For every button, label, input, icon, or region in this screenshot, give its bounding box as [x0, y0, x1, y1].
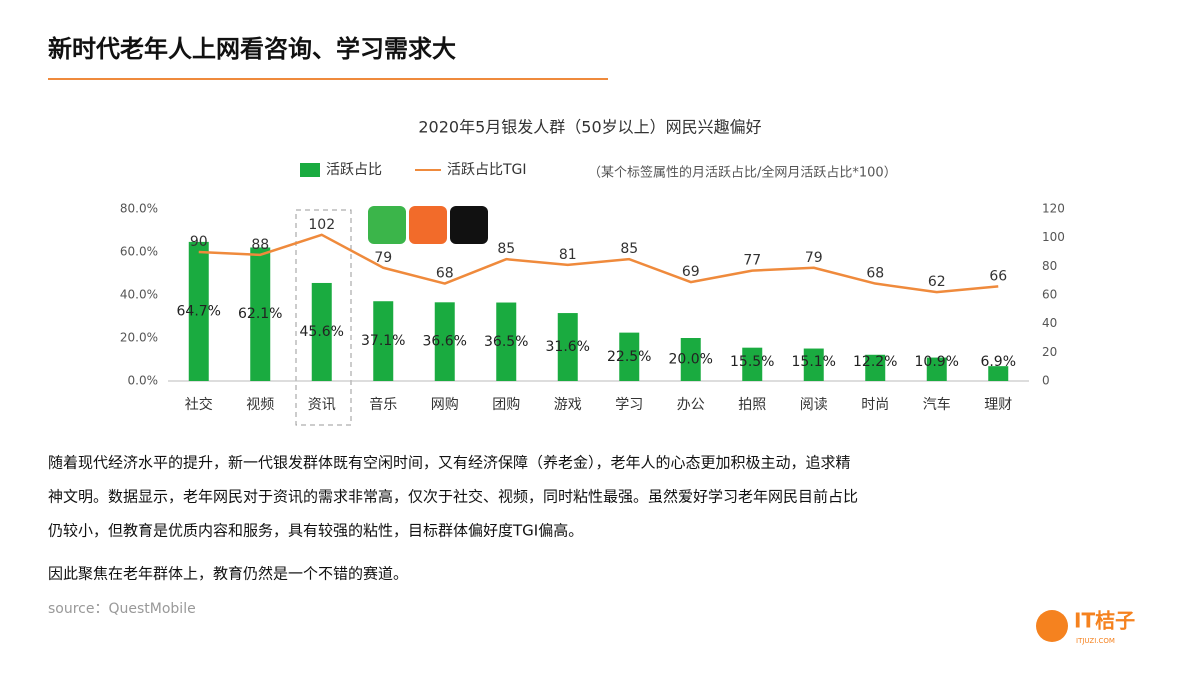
- x-tick-label: 办公: [677, 397, 705, 413]
- legend-label: 活跃占比TGI: [447, 162, 527, 178]
- x-tick-label: 团购: [492, 397, 520, 413]
- bar-value-label: 64.7%: [177, 303, 221, 319]
- line-value-label: 66: [989, 268, 1007, 284]
- x-tick-label: 汽车: [923, 396, 951, 413]
- legend-label: 活跃占比: [326, 162, 382, 178]
- wechat-icon: [368, 206, 406, 244]
- bar-value-label: 15.5%: [730, 354, 774, 370]
- bar-value-label: 6.9%: [980, 354, 1016, 370]
- bar-value-label: 20.0%: [669, 352, 713, 368]
- line-value-label: 62: [928, 274, 946, 290]
- bar-value-label: 12.2%: [853, 354, 897, 370]
- y2-tick-label: 100: [1042, 230, 1065, 244]
- bar: [926, 357, 947, 381]
- y2-tick-label: 60: [1042, 288, 1057, 302]
- kuaishou-icon: [409, 206, 447, 244]
- bar-value-label: 62.1%: [238, 306, 282, 322]
- bar-value-label: 31.6%: [546, 339, 590, 355]
- y2-tick-label: 80: [1042, 259, 1057, 273]
- body-text: 神文明。数据显示，老年网民对于资讯的需求非常高，仅次于社交、视频，同时粘性最强。…: [48, 488, 858, 506]
- douyin-icon: [450, 206, 488, 244]
- line-value-label: 102: [308, 217, 335, 233]
- line-value-label: 88: [251, 237, 269, 253]
- x-tick-label: 阅读: [800, 396, 828, 413]
- bar: [188, 241, 209, 381]
- bar-value-label: 15.1%: [792, 354, 836, 370]
- line-value-label: 90: [190, 234, 208, 250]
- y-tick-label: 20.0%: [120, 331, 158, 345]
- bar: [496, 302, 517, 381]
- chart-title: 2020年5月银发人群（50岁以上）网民兴趣偏好: [418, 118, 761, 137]
- y2-tick-label: 120: [1042, 202, 1065, 216]
- x-tick-label: 网购: [431, 397, 459, 413]
- bar-value-label: 45.6%: [300, 324, 344, 340]
- y-tick-label: 40.0%: [120, 288, 158, 302]
- x-tick-label: 社交: [185, 396, 213, 413]
- line-value-label: 85: [497, 241, 515, 257]
- line-value-label: 79: [374, 250, 392, 266]
- bar: [803, 348, 824, 381]
- x-tick-label: 游戏: [554, 397, 582, 413]
- y2-tick-label: 40: [1042, 316, 1057, 330]
- bar: [373, 301, 394, 381]
- line-value-label: 81: [559, 247, 577, 263]
- y-tick-label: 0.0%: [128, 374, 159, 388]
- line-value-label: 69: [682, 264, 700, 280]
- bar-value-label: 37.1%: [361, 333, 405, 349]
- tgi-line: [198, 233, 999, 294]
- slide-title: 新时代老年人上网看咨询、学习需求大: [48, 35, 456, 63]
- bar: [988, 366, 1009, 381]
- x-tick-label: 理财: [984, 397, 1012, 413]
- body-text: 仍较小，但教育是优质内容和服务，具有较强的粘性，目标群体偏好度TGI偏高。: [48, 522, 583, 540]
- highlight-box: [295, 209, 352, 426]
- bar: [557, 313, 578, 381]
- bar-value-label: 36.6%: [423, 334, 467, 350]
- bar: [434, 302, 455, 381]
- logo-subtext: ITJUZI.COM: [1076, 637, 1115, 645]
- bar-value-label: 10.9%: [915, 354, 959, 370]
- x-tick-label: 资讯: [308, 397, 336, 413]
- logo-mark: [1036, 610, 1068, 642]
- chart-subtitle: （某个标签属性的月活跃占比/全网月活跃占比*100）: [588, 165, 897, 181]
- bar: [680, 338, 701, 381]
- bar-value-label: 36.5%: [484, 334, 528, 350]
- line-value-label: 85: [620, 241, 638, 257]
- bar: [619, 332, 640, 381]
- x-tick-label: 拍照: [738, 397, 766, 413]
- body-text: 因此聚焦在老年群体上，教育仍然是一个不错的赛道。: [48, 565, 408, 583]
- line-value-label: 68: [436, 266, 454, 282]
- x-tick-label: 音乐: [369, 396, 397, 413]
- y-tick-label: 60.0%: [120, 245, 158, 259]
- source: source：QuestMobile: [48, 601, 196, 617]
- bar: [865, 354, 886, 381]
- logo-text: IT桔子: [1074, 609, 1135, 633]
- x-tick-label: 时尚: [861, 397, 889, 413]
- y-tick-label: 80.0%: [120, 202, 158, 216]
- bar: [742, 347, 763, 381]
- bar: [311, 282, 332, 381]
- legend-swatch: [300, 163, 320, 177]
- x-tick-label: 学习: [615, 397, 643, 413]
- y2-tick-label: 20: [1042, 345, 1057, 359]
- line-value-label: 79: [805, 250, 823, 266]
- line-value-label: 77: [743, 253, 761, 269]
- bar: [250, 247, 271, 381]
- line-value-label: 68: [866, 266, 884, 282]
- y2-tick-label: 0: [1042, 374, 1050, 388]
- bar-value-label: 22.5%: [607, 349, 651, 365]
- x-tick-label: 视频: [246, 397, 274, 413]
- body-text: 随着现代经济水平的提升，新一代银发群体既有空闲时间，又有经济保障（养老金），老年…: [48, 454, 851, 472]
- app-icons: [368, 206, 488, 244]
